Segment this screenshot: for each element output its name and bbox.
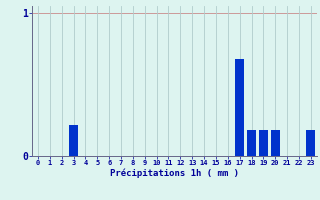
Bar <box>235 59 244 156</box>
X-axis label: Précipitations 1h ( mm ): Précipitations 1h ( mm ) <box>110 169 239 178</box>
Bar <box>69 125 78 156</box>
Bar <box>307 130 315 156</box>
Bar <box>247 130 256 156</box>
Bar <box>271 130 280 156</box>
Bar <box>259 130 268 156</box>
